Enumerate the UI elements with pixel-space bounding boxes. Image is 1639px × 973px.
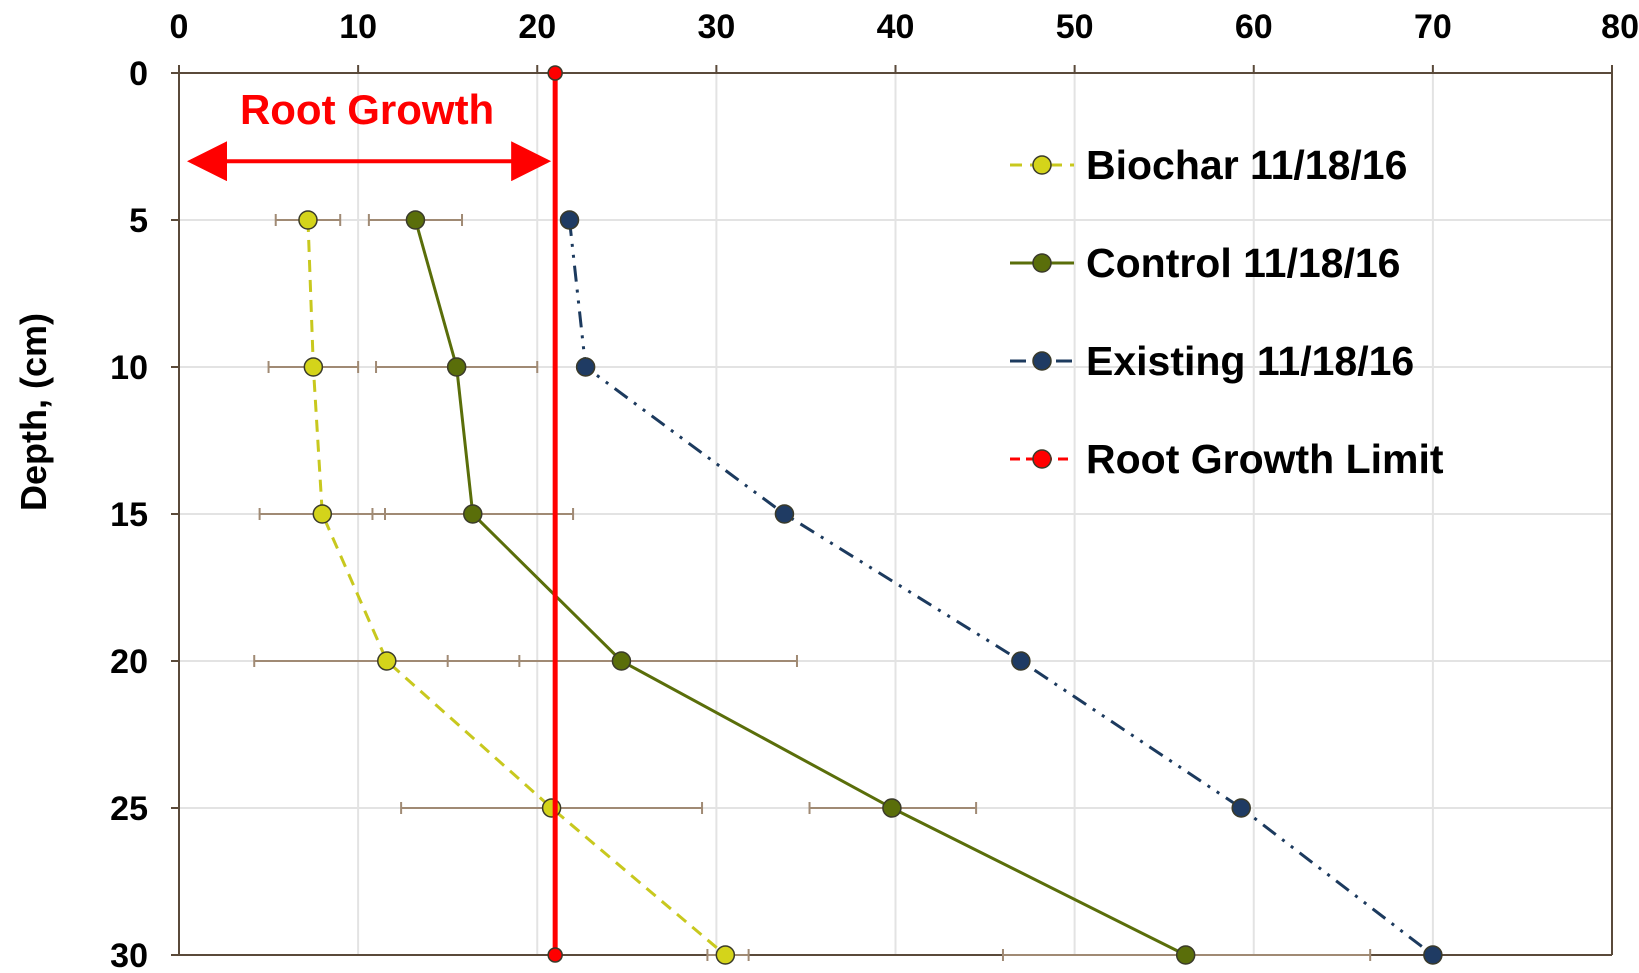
y-tick-label: 20 [110,643,148,681]
y-tick-label: 15 [110,496,148,534]
y-tick-label: 10 [110,349,148,387]
data-point-existing-11-18-16 [575,357,596,377]
legend-label-existing-11-18-16: Existing 11/18/16 [1086,338,1414,384]
data-point-biochar-11-18-16 [715,945,736,965]
annotation: Root Growth [187,86,552,182]
legend-swatch-marker-biochar-11-18-16 [1032,155,1052,175]
legend: Biochar 11/18/16 Control 11/18/16 Existing… [1010,142,1444,482]
y-axis-title: Depth, (cm) [13,313,54,511]
x-tick-label: 30 [697,8,735,46]
data-point-control-11-18-16 [446,357,467,377]
axes: 0 10 20 30 40 50 60 70 80 0 5 10 15 20 25 30 [110,8,1639,973]
data-point-existing-11-18-16 [1423,945,1443,965]
x-tick-label: 0 [170,8,189,46]
y-tick-label: 25 [110,790,148,828]
data-point-root-growth-limit [547,947,563,963]
root-growth-label: Root Growth [240,86,494,133]
data-point-control-11-18-16 [1175,945,1196,965]
data-point-root-growth-limit [547,65,563,81]
series-lines [298,65,1443,965]
data-point-control-11-18-16 [463,504,483,524]
x-tick-label: 60 [1235,8,1273,46]
x-tick-label: 80 [1601,8,1639,46]
data-point-biochar-11-18-16 [303,357,324,377]
x-tick-label: 10 [339,8,377,46]
legend-swatch-marker-control-11-18-16 [1032,253,1052,273]
x-tick-label: 50 [1056,8,1094,46]
series-line-biochar-11-18-16 [306,219,727,957]
data-point-biochar-11-18-16 [541,798,562,818]
data-point-control-11-18-16 [405,210,426,230]
series-line-existing-11-18-16 [568,219,1434,957]
data-point-existing-11-18-16 [559,210,580,230]
x-tick-label: 20 [518,8,556,46]
data-point-biochar-11-18-16 [377,651,397,671]
legend-label-control-11-18-16: Control 11/18/16 [1086,240,1400,286]
data-point-biochar-11-18-16 [298,210,318,230]
data-point-existing-11-18-16 [1231,798,1251,818]
series-line-control-11-18-16 [414,219,1187,957]
legend-swatch-marker-existing-11-18-16 [1032,351,1052,371]
legend-label-biochar-11-18-16: Biochar 11/18/16 [1086,142,1407,188]
legend-swatch-marker-root-growth-limit [1032,449,1052,469]
data-point-control-11-18-16 [882,798,902,818]
data-point-control-11-18-16 [611,651,632,671]
y-tick-label: 5 [129,202,148,240]
y-tick-label: 30 [110,937,148,973]
x-tick-label: 70 [1414,8,1452,46]
legend-label-root-growth-limit: Root Growth Limit [1086,436,1444,482]
error-bars [253,214,1372,961]
x-tick-label: 40 [877,8,915,46]
data-point-existing-11-18-16 [774,504,795,524]
data-point-biochar-11-18-16 [312,504,333,524]
y-tick-label: 0 [129,55,148,93]
data-point-existing-11-18-16 [1011,651,1031,671]
